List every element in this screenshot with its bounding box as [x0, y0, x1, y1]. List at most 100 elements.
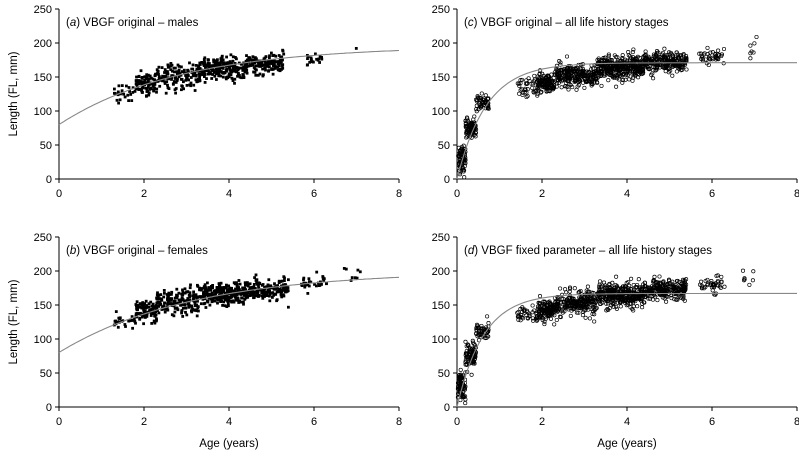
data-point — [460, 393, 465, 398]
data-point — [312, 60, 315, 64]
data-point — [553, 72, 558, 78]
data-point — [174, 91, 177, 95]
data-point — [620, 284, 625, 289]
data-point — [716, 48, 721, 53]
data-point — [632, 294, 638, 299]
data-point — [628, 74, 633, 79]
data-point — [125, 84, 128, 88]
data-point — [174, 66, 177, 70]
data-point — [484, 335, 489, 340]
data-point — [597, 282, 602, 287]
data-point — [482, 102, 487, 107]
data-point — [574, 310, 579, 315]
data-point — [163, 80, 167, 84]
data-point — [162, 304, 166, 308]
data-point — [150, 76, 153, 80]
data-point — [530, 310, 535, 315]
data-point — [320, 57, 324, 61]
data-point — [156, 300, 160, 304]
data-point — [195, 303, 199, 307]
data-point — [566, 87, 571, 92]
data-point — [271, 291, 275, 294]
data-point — [618, 300, 623, 305]
data-point — [275, 299, 278, 303]
data-point — [167, 87, 171, 90]
data-points — [455, 268, 756, 406]
panel-title: (d) VBGF fixed parameter – all life hist… — [464, 245, 712, 257]
data-point — [260, 288, 263, 291]
data-point — [179, 299, 183, 302]
data-point — [526, 76, 531, 81]
data-point — [153, 321, 157, 325]
data-point — [126, 93, 130, 97]
data-point — [218, 295, 221, 299]
data-point — [554, 67, 559, 72]
data-point — [629, 276, 634, 281]
data-point — [246, 58, 249, 62]
data-point — [236, 289, 240, 293]
data-point — [246, 284, 250, 288]
data-point — [631, 47, 636, 52]
data-point — [113, 87, 116, 91]
data-point — [463, 339, 468, 344]
data-point — [576, 83, 581, 88]
data-point — [219, 292, 223, 296]
data-point — [530, 85, 535, 91]
data-point — [535, 93, 540, 98]
data-point — [231, 79, 235, 82]
data-point — [270, 67, 274, 71]
y-tick-label: 150 — [34, 300, 52, 312]
x-tick-label: 6 — [311, 188, 317, 200]
data-point — [574, 301, 579, 306]
data-point — [485, 96, 490, 101]
data-point — [166, 308, 170, 312]
data-point — [145, 94, 148, 98]
data-point — [243, 286, 246, 290]
data-point — [240, 62, 243, 66]
data-point — [276, 284, 279, 287]
data-point — [603, 283, 608, 288]
data-point — [740, 268, 746, 273]
data-point — [221, 288, 225, 292]
data-point — [135, 300, 139, 304]
data-point — [193, 73, 196, 77]
data-point — [188, 294, 192, 297]
panel-title-text: VBGF original – all life history stages — [481, 17, 669, 29]
data-point — [260, 291, 264, 295]
data-point — [257, 61, 261, 64]
data-point — [234, 66, 238, 70]
data-point — [153, 314, 157, 318]
panel-letter: ( — [464, 17, 468, 29]
data-point — [193, 299, 197, 303]
data-point — [157, 73, 160, 76]
data-point — [314, 52, 317, 56]
data-point — [684, 67, 689, 72]
data-point — [169, 68, 173, 72]
data-point — [315, 270, 319, 274]
data-point — [609, 303, 614, 308]
data-point — [275, 290, 279, 294]
data-point — [207, 70, 211, 74]
data-point — [583, 297, 588, 302]
data-point — [651, 68, 656, 73]
data-point — [203, 56, 207, 60]
data-point — [230, 69, 233, 73]
data-point — [236, 71, 240, 75]
data-point — [236, 68, 240, 72]
x-tick-label: 8 — [794, 416, 799, 428]
data-point — [344, 267, 348, 271]
data-point — [235, 57, 238, 61]
data-point — [220, 66, 224, 69]
data-point — [608, 64, 613, 69]
data-point — [203, 293, 206, 296]
data-point — [232, 64, 235, 68]
data-point — [652, 274, 657, 279]
data-point — [585, 78, 590, 84]
y-tick-label: 0 — [46, 402, 52, 414]
data-point — [530, 316, 535, 321]
data-point — [199, 302, 203, 306]
data-point — [640, 64, 645, 69]
data-point — [233, 295, 237, 299]
data-point — [211, 286, 214, 290]
data-point — [459, 149, 464, 154]
